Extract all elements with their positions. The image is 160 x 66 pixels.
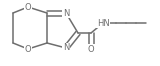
Text: HN: HN (97, 18, 109, 28)
Text: O: O (25, 3, 31, 11)
Text: N: N (63, 9, 69, 17)
Text: O: O (25, 44, 31, 54)
Text: O: O (88, 44, 94, 54)
Text: N: N (63, 43, 69, 52)
